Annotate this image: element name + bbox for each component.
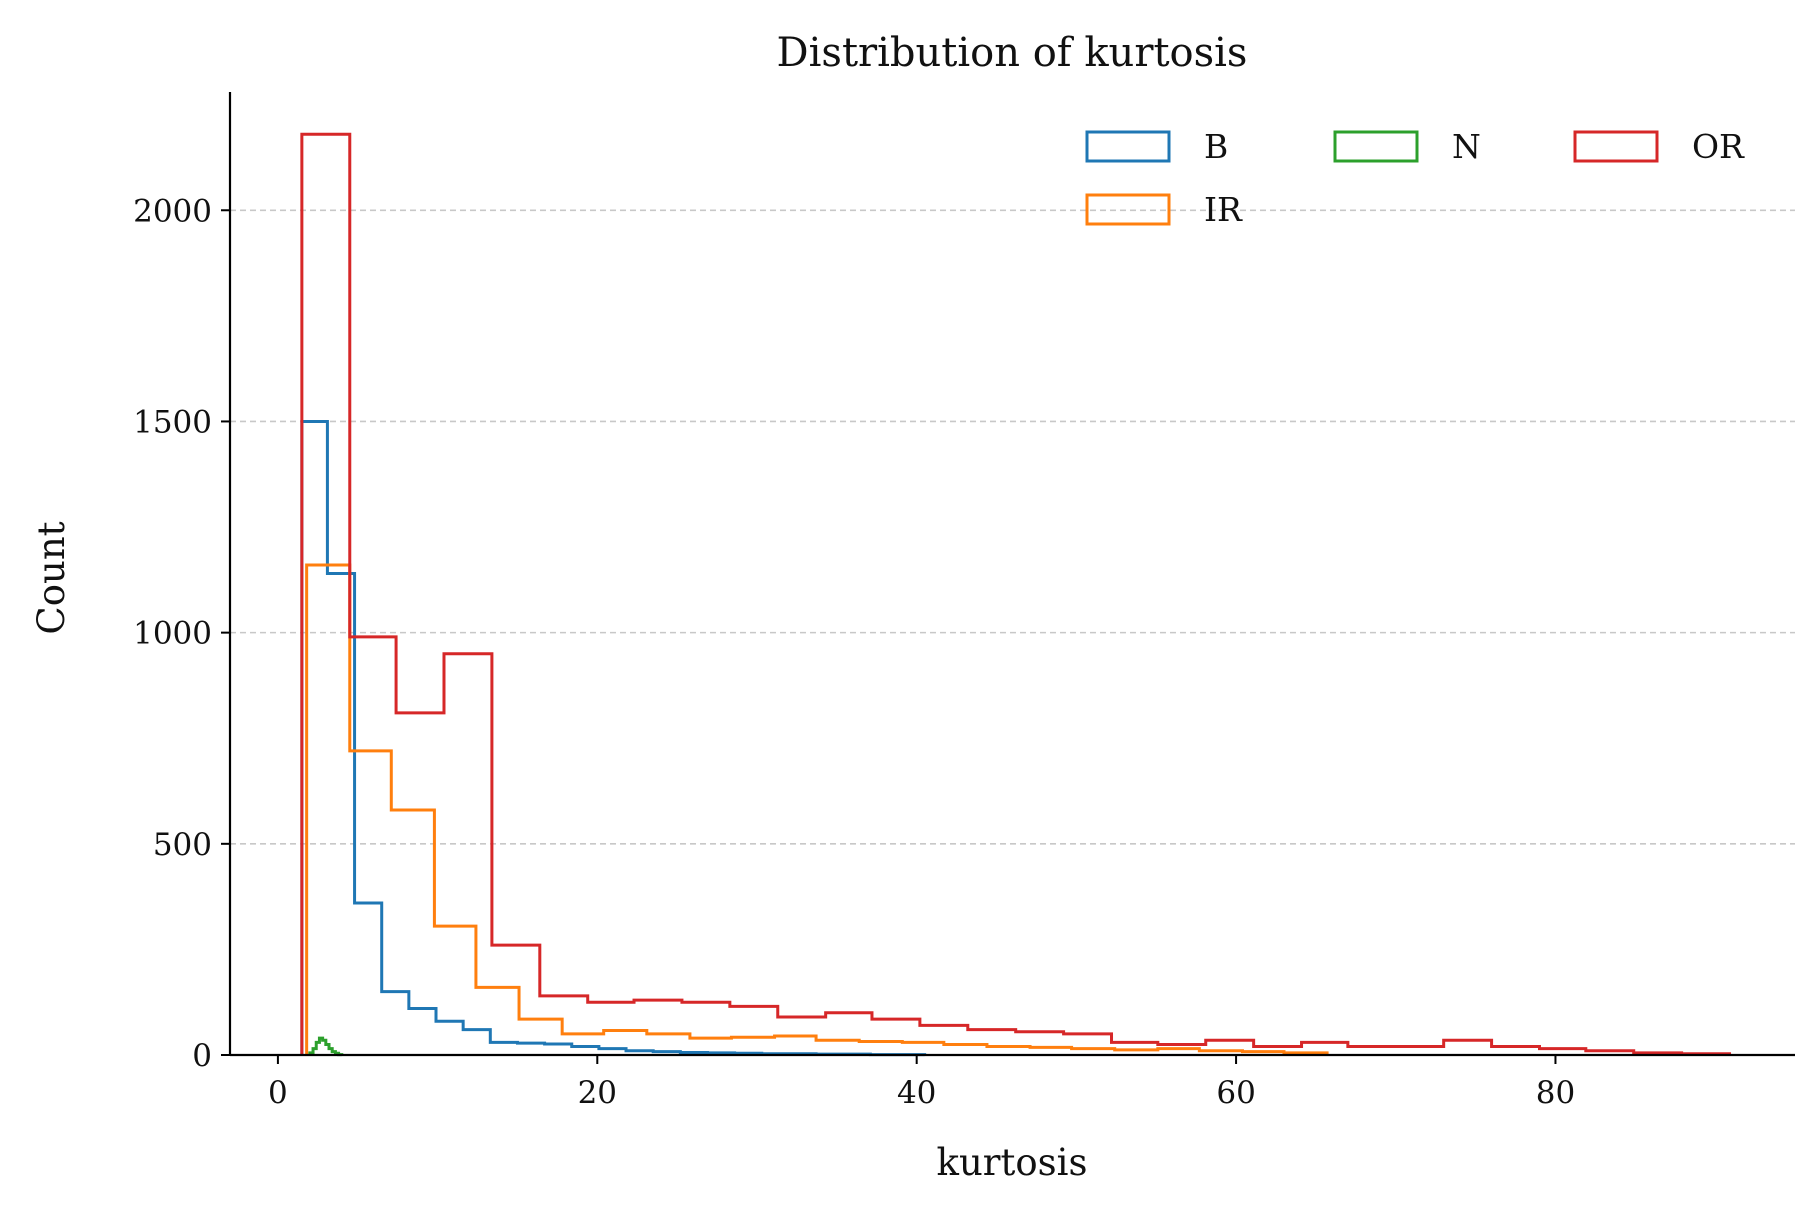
chart-title: Distribution of kurtosis — [777, 30, 1248, 76]
y-tick-label: 1500 — [133, 404, 212, 440]
legend-label-b: B — [1204, 127, 1228, 166]
series-or-histogram — [300, 132, 1732, 1056]
y-gridlines — [230, 209, 1795, 845]
legend-swatch-n — [1333, 130, 1419, 163]
series-ir-histogram — [305, 563, 1329, 1055]
legend-swatch-or — [1573, 130, 1659, 163]
legend-swatch-b — [1085, 130, 1171, 163]
y-axis-label: Count — [30, 521, 73, 634]
legend: B N OR IR — [1085, 127, 1745, 229]
series-b-histogram — [300, 419, 927, 1057]
x-tick-label: 80 — [1536, 1075, 1575, 1111]
legend-swatch-ir — [1085, 193, 1171, 226]
y-ticks: 0 500 1000 1500 2000 — [133, 193, 230, 1074]
x-tick-label: 60 — [1216, 1075, 1255, 1111]
legend-label-ir: IR — [1204, 190, 1243, 229]
series-n-histogram — [308, 1036, 344, 1057]
series-layer — [300, 132, 1732, 1057]
y-tick-label: 1000 — [133, 616, 212, 652]
x-ticks: 0 20 40 60 80 — [268, 1055, 1575, 1111]
legend-label-or: OR — [1692, 127, 1745, 166]
y-tick-label: 2000 — [133, 193, 212, 229]
x-tick-label: 40 — [897, 1075, 936, 1111]
y-tick-label: 0 — [192, 1038, 212, 1074]
x-tick-label: 0 — [268, 1075, 288, 1111]
x-axis-label: kurtosis — [937, 1141, 1088, 1184]
x-tick-label: 20 — [578, 1075, 617, 1111]
axes — [228, 92, 1795, 1057]
legend-label-n: N — [1452, 127, 1481, 166]
y-tick-label: 500 — [153, 827, 212, 863]
